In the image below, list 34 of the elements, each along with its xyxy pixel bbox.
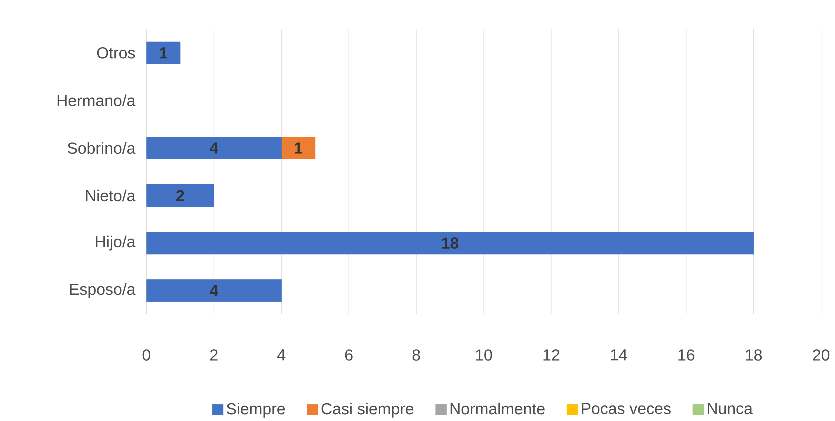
x-tick-label: 6 <box>345 350 353 361</box>
bar <box>146 280 282 302</box>
y-tick-label: Nieto/a <box>86 190 136 202</box>
y-tick-label: Otros <box>97 47 136 59</box>
data-label: 4 <box>210 142 218 154</box>
y-tick-label: Sobrino/a <box>68 142 136 154</box>
legend-label: Casi siempre <box>322 402 414 418</box>
data-label: 1 <box>160 48 168 59</box>
bar <box>146 184 214 208</box>
data-label: 4 <box>210 285 218 296</box>
bar <box>146 42 181 64</box>
x-tick-label: 12 <box>544 350 560 361</box>
x-tick-label: 18 <box>746 350 762 361</box>
y-tick-label: Hermano/a <box>58 94 136 107</box>
legend-label: Nunca <box>708 403 753 414</box>
legend-label: Normalmente <box>450 402 545 415</box>
bar <box>146 136 282 160</box>
y-tick-label: Hijo/a <box>96 236 136 251</box>
y-tick-label: Esposo/a <box>70 283 136 298</box>
x-tick-label: 10 <box>476 350 492 361</box>
x-tick-label: 0 <box>142 350 151 361</box>
x-tick-label: 20 <box>813 350 830 361</box>
x-tick-label: 8 <box>412 350 420 361</box>
legend-label: Pocas veces <box>582 403 671 414</box>
bar <box>146 232 754 255</box>
bar <box>281 136 316 160</box>
data-label: 18 <box>442 238 459 249</box>
x-tick-label: 16 <box>678 350 695 361</box>
data-label: 2 <box>176 190 184 202</box>
x-tick-label: 14 <box>611 350 628 361</box>
x-tick-label: 4 <box>278 350 286 361</box>
legend-label: Siempre <box>226 402 286 418</box>
x-tick-label: 2 <box>210 350 218 361</box>
data-label: 1 <box>295 142 302 154</box>
